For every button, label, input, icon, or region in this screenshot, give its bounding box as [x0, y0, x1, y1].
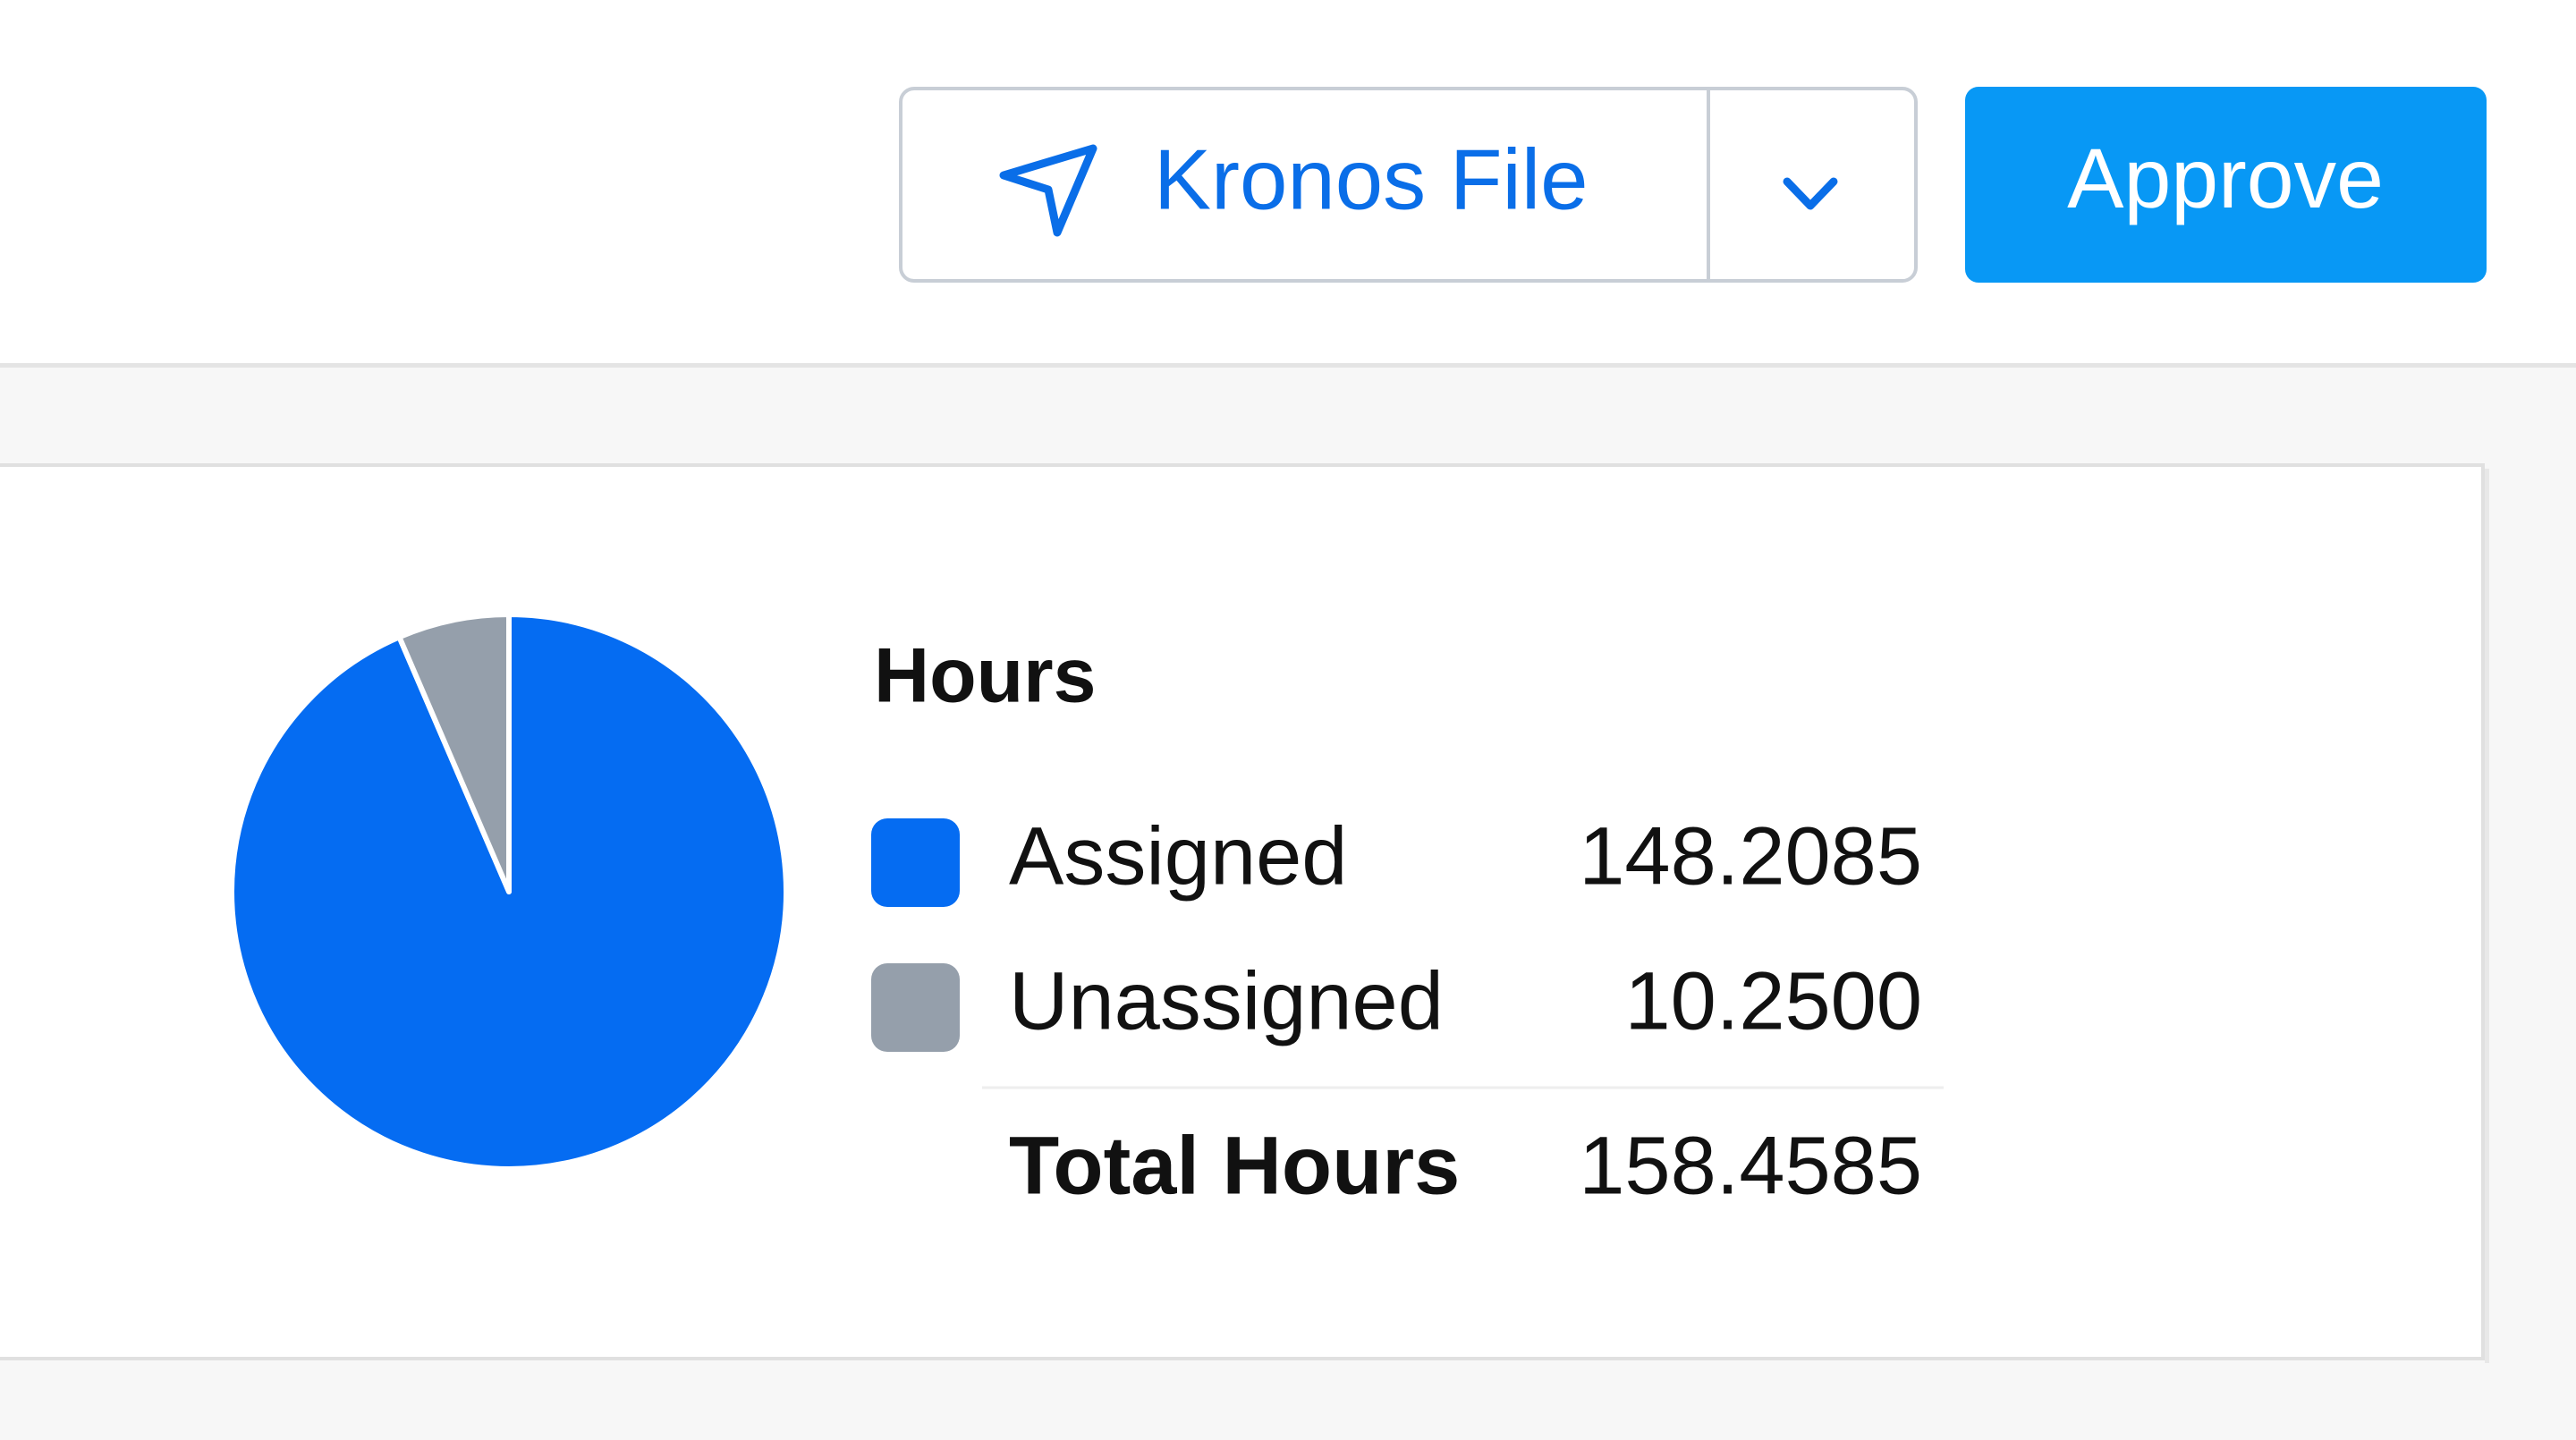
header-border — [0, 363, 2576, 368]
approve-button-frame[interactable] — [1965, 87, 2487, 283]
pie-slice — [396, 612, 512, 894]
legend-title: Hours — [874, 633, 1096, 719]
send-icon — [999, 144, 1097, 237]
legend-label: Assigned — [1009, 810, 1347, 902]
legend-value: 10.2500 — [1624, 955, 1922, 1046]
legend-swatch — [871, 818, 960, 907]
card-shadow — [2485, 469, 2489, 1363]
dropdown-chevron[interactable] — [1783, 177, 1838, 210]
send-button[interactable]: Kronos File — [899, 87, 1918, 283]
legend-swatch — [871, 963, 960, 1052]
approve-button[interactable]: Approve — [1965, 87, 2487, 283]
legend-label: Unassigned — [1009, 955, 1444, 1046]
legend-value: 148.2085 — [1579, 810, 1922, 902]
total-label: Total Hours — [1009, 1120, 1460, 1211]
total-value: 158.4585 — [1579, 1120, 1922, 1211]
send-button-label[interactable]: Kronos File — [1154, 131, 1589, 227]
send-button-frame[interactable] — [899, 87, 1918, 283]
approve-button-label[interactable]: Approve — [2067, 131, 2384, 226]
